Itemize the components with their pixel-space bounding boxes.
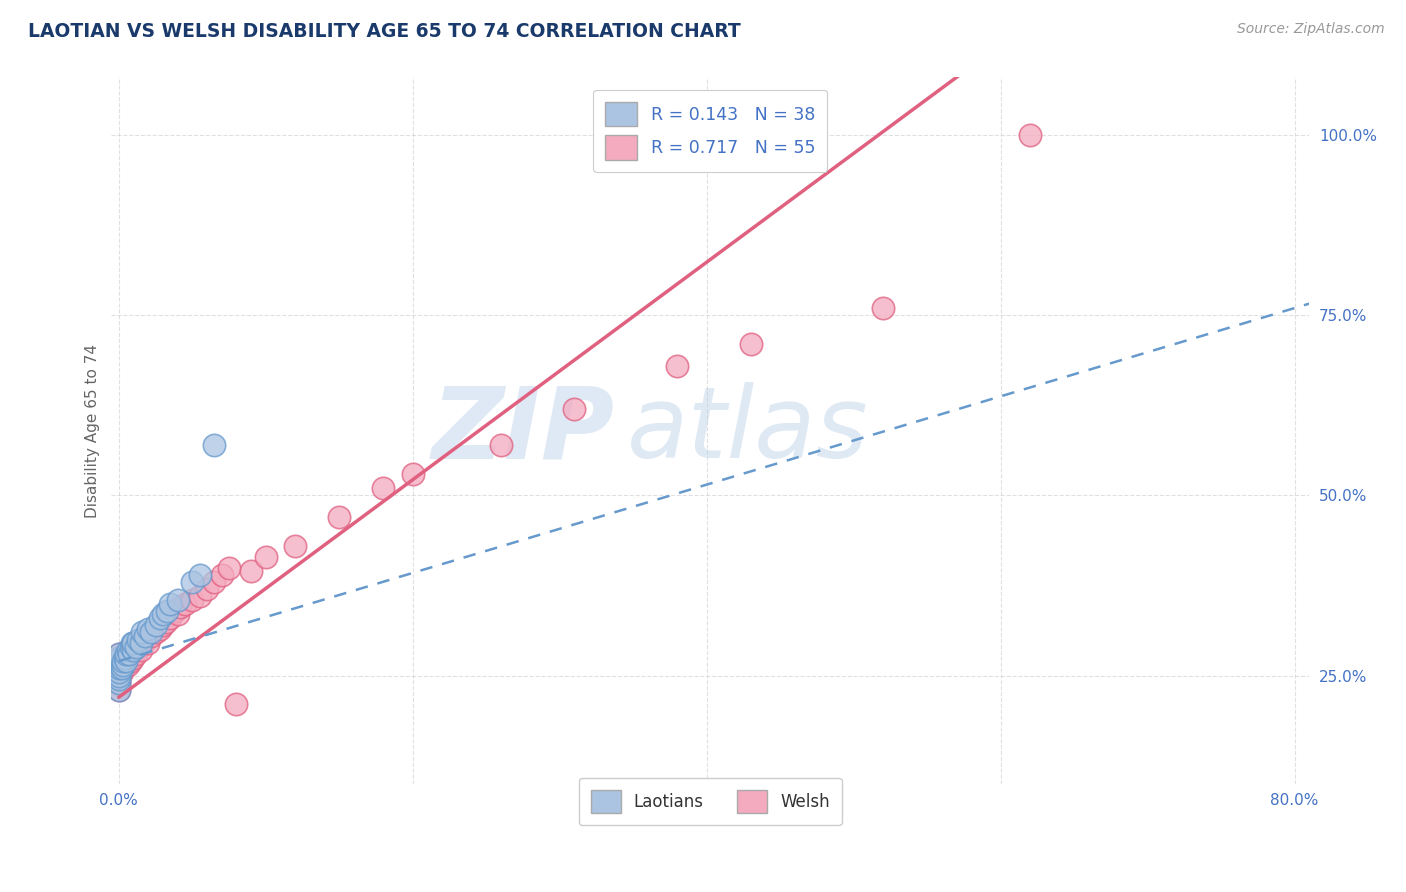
Point bbox=[1019, 128, 1042, 142]
Point bbox=[107, 672, 129, 686]
Point bbox=[402, 467, 425, 481]
Point bbox=[107, 668, 129, 682]
Point bbox=[115, 647, 138, 661]
Point bbox=[107, 661, 129, 675]
Point bbox=[107, 672, 129, 686]
Point bbox=[202, 574, 225, 589]
Point bbox=[195, 582, 218, 596]
Point bbox=[111, 665, 134, 679]
Point bbox=[240, 564, 263, 578]
Point bbox=[107, 676, 129, 690]
Point bbox=[136, 622, 159, 636]
Point bbox=[121, 647, 143, 661]
Point bbox=[117, 657, 139, 672]
Point bbox=[131, 636, 153, 650]
Point bbox=[112, 661, 135, 675]
Point bbox=[122, 650, 145, 665]
Text: ZIP: ZIP bbox=[432, 382, 614, 479]
Point bbox=[134, 629, 156, 643]
Point bbox=[107, 650, 129, 665]
Point bbox=[107, 683, 129, 698]
Point bbox=[489, 438, 512, 452]
Point bbox=[118, 647, 141, 661]
Point bbox=[211, 567, 233, 582]
Point bbox=[107, 650, 129, 665]
Point bbox=[114, 650, 136, 665]
Point bbox=[159, 611, 181, 625]
Point bbox=[159, 597, 181, 611]
Point bbox=[872, 301, 894, 315]
Point bbox=[139, 625, 162, 640]
Point bbox=[136, 636, 159, 650]
Point bbox=[107, 654, 129, 668]
Point bbox=[181, 574, 204, 589]
Point bbox=[107, 668, 129, 682]
Point bbox=[225, 698, 247, 712]
Point bbox=[564, 401, 586, 416]
Point bbox=[163, 604, 186, 618]
Point bbox=[125, 647, 148, 661]
Point bbox=[125, 640, 148, 654]
Point bbox=[120, 654, 142, 668]
Point bbox=[121, 636, 143, 650]
Point bbox=[107, 657, 129, 672]
Point bbox=[129, 643, 152, 657]
Text: atlas: atlas bbox=[627, 382, 868, 479]
Point bbox=[218, 560, 240, 574]
Point bbox=[145, 625, 167, 640]
Point bbox=[188, 590, 211, 604]
Point bbox=[112, 654, 135, 668]
Text: LAOTIAN VS WELSH DISABILITY AGE 65 TO 74 CORRELATION CHART: LAOTIAN VS WELSH DISABILITY AGE 65 TO 74… bbox=[28, 22, 741, 41]
Point bbox=[118, 650, 141, 665]
Point bbox=[129, 636, 152, 650]
Point bbox=[122, 643, 145, 657]
Point bbox=[666, 359, 689, 373]
Point bbox=[120, 640, 142, 654]
Point bbox=[174, 597, 197, 611]
Point bbox=[284, 539, 307, 553]
Point bbox=[107, 683, 129, 698]
Point bbox=[149, 611, 172, 625]
Point bbox=[127, 632, 149, 647]
Point bbox=[181, 593, 204, 607]
Point bbox=[149, 622, 172, 636]
Point bbox=[202, 438, 225, 452]
Point bbox=[166, 593, 188, 607]
Point bbox=[166, 607, 188, 622]
Point bbox=[169, 600, 191, 615]
Y-axis label: Disability Age 65 to 74: Disability Age 65 to 74 bbox=[86, 343, 100, 517]
Point bbox=[131, 625, 153, 640]
Point bbox=[156, 604, 179, 618]
Point bbox=[112, 657, 135, 672]
Point bbox=[107, 647, 129, 661]
Point bbox=[373, 481, 395, 495]
Point bbox=[114, 657, 136, 672]
Point bbox=[254, 549, 277, 564]
Point bbox=[107, 676, 129, 690]
Point bbox=[124, 643, 146, 657]
Point bbox=[134, 632, 156, 647]
Point bbox=[152, 618, 174, 632]
Point bbox=[139, 629, 162, 643]
Point bbox=[115, 654, 138, 668]
Point bbox=[107, 654, 129, 668]
Point bbox=[188, 567, 211, 582]
Point bbox=[152, 607, 174, 622]
Point bbox=[107, 665, 129, 679]
Point bbox=[107, 657, 129, 672]
Legend: Laotians, Welsh: Laotians, Welsh bbox=[579, 778, 842, 825]
Point bbox=[328, 510, 350, 524]
Point bbox=[740, 337, 762, 351]
Point bbox=[117, 643, 139, 657]
Point bbox=[145, 618, 167, 632]
Point bbox=[155, 615, 177, 629]
Point bbox=[107, 647, 129, 661]
Point bbox=[111, 661, 134, 675]
Text: Source: ZipAtlas.com: Source: ZipAtlas.com bbox=[1237, 22, 1385, 37]
Point bbox=[107, 661, 129, 675]
Point bbox=[115, 654, 138, 668]
Point bbox=[107, 665, 129, 679]
Point bbox=[127, 640, 149, 654]
Point bbox=[122, 636, 145, 650]
